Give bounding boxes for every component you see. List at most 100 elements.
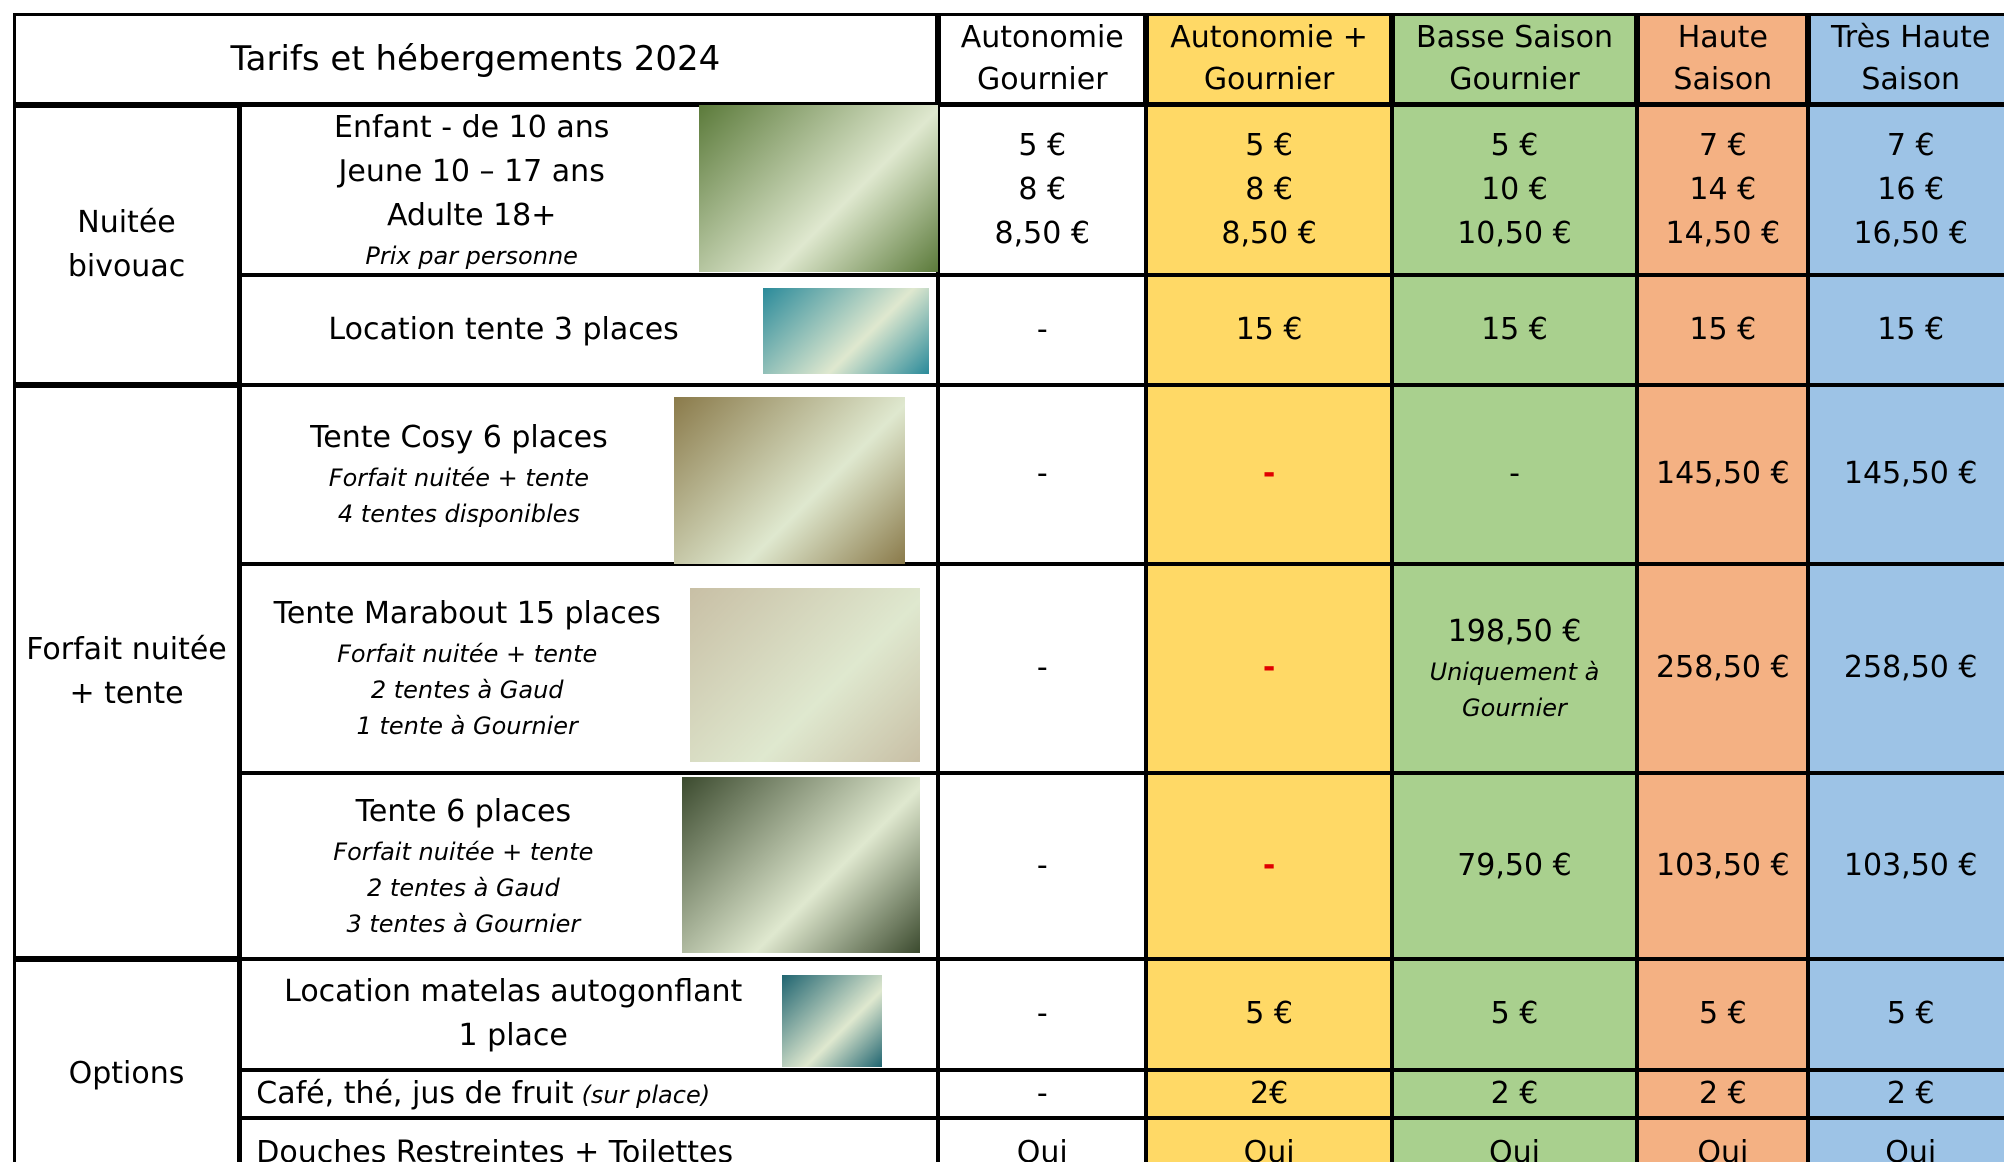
price-cell: 5 €10 €10,50 € xyxy=(1392,105,1637,275)
price: 8,50 € xyxy=(1221,212,1316,256)
section-label: + tente xyxy=(69,672,183,716)
price-cell: 2 € xyxy=(1392,1070,1637,1119)
price-note: Uniquement à xyxy=(1430,654,1600,690)
price: 2 € xyxy=(1887,1072,1935,1116)
price-cell: Oui xyxy=(1808,1118,2004,1162)
price-cell: 2€ xyxy=(1146,1070,1391,1119)
description-note: 4 tentes disponibles xyxy=(338,496,580,532)
description-note: Forfait nuitée + tente xyxy=(337,636,597,672)
price: 145,50 € xyxy=(1844,452,1978,496)
description-line: Location matelas autogonflant xyxy=(284,970,742,1014)
price-cell: - xyxy=(1392,385,1637,564)
column-header-text: Saison xyxy=(1673,59,1772,101)
price: Oui xyxy=(1885,1131,1936,1162)
price: Oui xyxy=(1017,1131,1068,1162)
price: 16 € xyxy=(1877,168,1944,212)
photo xyxy=(699,105,938,272)
description-content: Tente Marabout 15 placesForfait nuitée +… xyxy=(242,592,692,744)
price-cell: 5 € xyxy=(1808,959,2004,1070)
photo xyxy=(782,975,882,1067)
price-cell: 5 € xyxy=(1637,959,1808,1070)
header-title-cell: Tarifs et hébergements 2024 xyxy=(13,13,938,105)
section-label: Forfait nuitée xyxy=(26,628,227,672)
price-note: Gournier xyxy=(1462,690,1567,726)
price: 5 € xyxy=(1699,992,1747,1036)
price: 5 € xyxy=(1491,124,1539,168)
price: - xyxy=(1037,992,1048,1036)
price-cell: - xyxy=(1146,564,1391,774)
description-line: Location tente 3 places xyxy=(328,308,678,352)
column-header-text: Gournier xyxy=(1204,59,1335,101)
price-cell: Oui xyxy=(938,1118,1146,1162)
price: 198,50 € xyxy=(1448,610,1582,654)
price: 5 € xyxy=(1245,992,1293,1036)
price-cell: 7 €14 €14,50 € xyxy=(1637,105,1808,275)
column-header-text: Gournier xyxy=(1449,59,1580,101)
column-header-text: Saison xyxy=(1861,59,1960,101)
price-cell: 15 € xyxy=(1392,275,1637,385)
section-label: Options xyxy=(69,1052,185,1096)
description-content: Location tente 3 places xyxy=(242,308,765,352)
price: 2 € xyxy=(1699,1072,1747,1116)
header-title: Tarifs et hébergements 2024 xyxy=(231,37,721,81)
price-cell: 5 € xyxy=(1392,959,1637,1070)
description-line: Café, thé, jus de fruit(sur place) xyxy=(256,1072,710,1117)
price-cell: 2 € xyxy=(1808,1070,2004,1119)
photo xyxy=(682,777,920,953)
price: 7 € xyxy=(1699,124,1747,168)
description-line: Tente 6 places xyxy=(356,790,571,834)
description-note: 2 tentes à Gaud xyxy=(367,870,560,906)
description-line: Tente Cosy 6 places xyxy=(310,416,608,460)
price-cell: 258,50 € xyxy=(1637,564,1808,774)
photo xyxy=(763,288,929,375)
price: 16,50 € xyxy=(1853,212,1968,256)
price-cell: - xyxy=(938,385,1146,564)
price-cell: 15 € xyxy=(1637,275,1808,385)
column-header-text: Gournier xyxy=(977,59,1108,101)
price: 258,50 € xyxy=(1844,646,1978,690)
price: 7 € xyxy=(1887,124,1935,168)
column-header-text: Haute xyxy=(1678,17,1768,59)
column-header-text: Autonomie + xyxy=(1170,17,1368,59)
price: 8 € xyxy=(1018,168,1066,212)
price: Oui xyxy=(1244,1131,1295,1162)
description-content: Douches Restreintes + Toilettes xyxy=(256,1131,733,1162)
price: 15 € xyxy=(1689,308,1756,352)
price: 15 € xyxy=(1236,308,1303,352)
section-label: bivouac xyxy=(68,245,185,289)
price: 258,50 € xyxy=(1656,646,1790,690)
description-cell: Café, thé, jus de fruit(sur place) xyxy=(240,1070,938,1119)
page: Tarifs et hébergements 2024AutonomieGour… xyxy=(0,0,2004,1162)
description-line: Jeune 10 – 17 ans xyxy=(339,150,605,194)
description-content: Café, thé, jus de fruit(sur place) xyxy=(256,1072,710,1117)
price-cell: - xyxy=(1146,385,1391,564)
price: 5 € xyxy=(1018,124,1066,168)
section-label: Nuitée xyxy=(77,201,175,245)
description-note: 3 tentes à Gournier xyxy=(346,906,580,942)
price: 14,50 € xyxy=(1666,212,1781,256)
price: 2€ xyxy=(1250,1072,1288,1116)
price: 103,50 € xyxy=(1656,844,1790,888)
price-cell: 5 € xyxy=(1146,959,1391,1070)
price-cell: 103,50 € xyxy=(1637,773,1808,958)
price: 79,50 € xyxy=(1457,844,1572,888)
price: - xyxy=(1263,646,1275,690)
price: - xyxy=(1037,452,1048,496)
description-note: Forfait nuitée + tente xyxy=(329,460,589,496)
price-cell: 15 € xyxy=(1808,275,2004,385)
price: Oui xyxy=(1697,1131,1748,1162)
column-header-text: Autonomie xyxy=(961,17,1124,59)
photo xyxy=(674,397,905,563)
price: 5 € xyxy=(1491,992,1539,1036)
price: - xyxy=(1037,844,1048,888)
price-cell: Oui xyxy=(1392,1118,1637,1162)
price: Oui xyxy=(1489,1131,1540,1162)
description-note: 2 tentes à Gaud xyxy=(371,672,564,708)
price-cell: 258,50 € xyxy=(1808,564,2004,774)
price-cell: 15 € xyxy=(1146,275,1391,385)
